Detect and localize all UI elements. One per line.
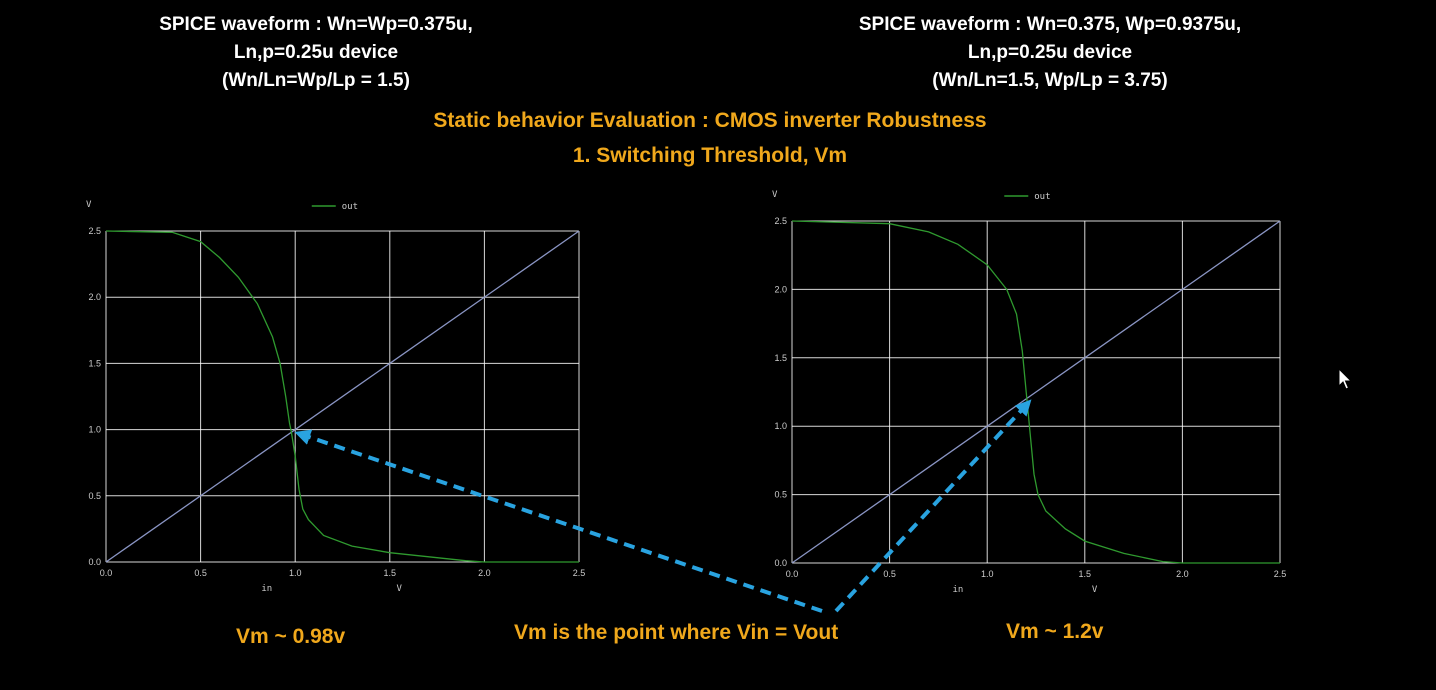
x-tick-label: 1.5 [1079,569,1092,579]
x-tick-label: 2.5 [1274,569,1287,579]
x-tick-label: 0.0 [786,569,799,579]
x-tick-label: 1.5 [384,568,397,578]
x-axis-unit: V [397,584,403,594]
y-tick-label: 0.5 [774,490,787,500]
y-axis-label: V [772,190,778,200]
y-tick-label: 0.5 [88,491,101,501]
caption-left: SPICE waveform : Wn=Wp=0.375u, Ln,p=0.25… [116,11,516,95]
y-tick-label: 1.0 [88,425,101,435]
caption-right-line-2: Ln,p=0.25u device [967,42,1133,63]
series-line-vin-vout [791,220,1281,564]
x-tick-label: 1.0 [981,569,994,579]
caption-left-line-1: SPICE waveform : Wn=Wp=0.375u, [159,14,473,35]
legend-label: out [342,202,358,212]
x-tick-label: 2.5 [573,568,586,578]
y-tick-label: 1.0 [774,421,787,431]
y-tick-label: 2.5 [88,226,101,236]
y-tick-label: 0.0 [774,558,787,568]
chart-right: 0.0 0.5 1.0 1.5 2.0 2.5 0.0 0.5 1.0 1.5 2.0 2.5 Vin V… [772,190,1287,613]
slide-title-line-1: Static behavior Evaluation : CMOS invert… [433,109,987,132]
x-tick-label: 0.5 [194,568,207,578]
slide-title-line-2: 1. Switching Threshold, Vm [572,144,848,167]
x-tick-label: 2.0 [1176,569,1189,579]
y-tick-label: 0.0 [88,557,101,567]
y-tick-label: 2.5 [774,216,787,226]
x-axis-unit: V [1092,585,1098,595]
x-tick-label: 0.0 [100,568,113,578]
mouse-pointer-icon [1338,368,1353,390]
series-line-out [791,220,1280,564]
x-axis-label: in [952,585,963,595]
y-tick-label: 1.5 [774,353,787,363]
slide-title: Static behavior Evaluation : CMOS invert… [318,103,1102,173]
legend-label: out [1034,192,1050,202]
y-tick-label: 1.5 [88,358,101,368]
caption-left-line-3: (Wn/Ln=Wp/Lp = 1.5) [222,70,410,91]
x-tick-label: 1.0 [289,568,302,578]
arrow-to-vm-right [834,399,1032,613]
series-line-out [105,230,579,563]
vm-right-note: Vm ~ 1.2v [1006,620,1104,643]
caption-right-line-1: SPICE waveform : Wn=0.375, Wp=0.9375u, [858,14,1242,35]
y-axis-label: V [86,200,92,210]
y-tick-label: 2.0 [774,284,787,294]
chart-left: 0.0 0.5 1.0 1.5 2.0 2.5 0.0 0.5 1.0 1.5 2.0 2.5 Vin V… [86,200,823,613]
arrow-to-vm-left [294,429,823,613]
x-axis-label: in [261,584,272,594]
caption-left-line-2: Ln,p=0.25u device [233,42,399,63]
caption-right: SPICE waveform : Wn=0.375, Wp=0.9375u, L… [800,11,1300,95]
vm-left-note: Vm ~ 0.98v [236,625,346,648]
x-tick-label: 2.0 [478,568,491,578]
vm-definition-note: Vm is the point where Vin = Vout [514,621,839,644]
y-tick-label: 2.0 [88,292,101,302]
x-tick-label: 0.5 [883,569,896,579]
caption-right-line-3: (Wn/Ln=1.5, Wp/Lp = 3.75) [932,70,1168,91]
series-line-vin-vout [105,230,580,563]
